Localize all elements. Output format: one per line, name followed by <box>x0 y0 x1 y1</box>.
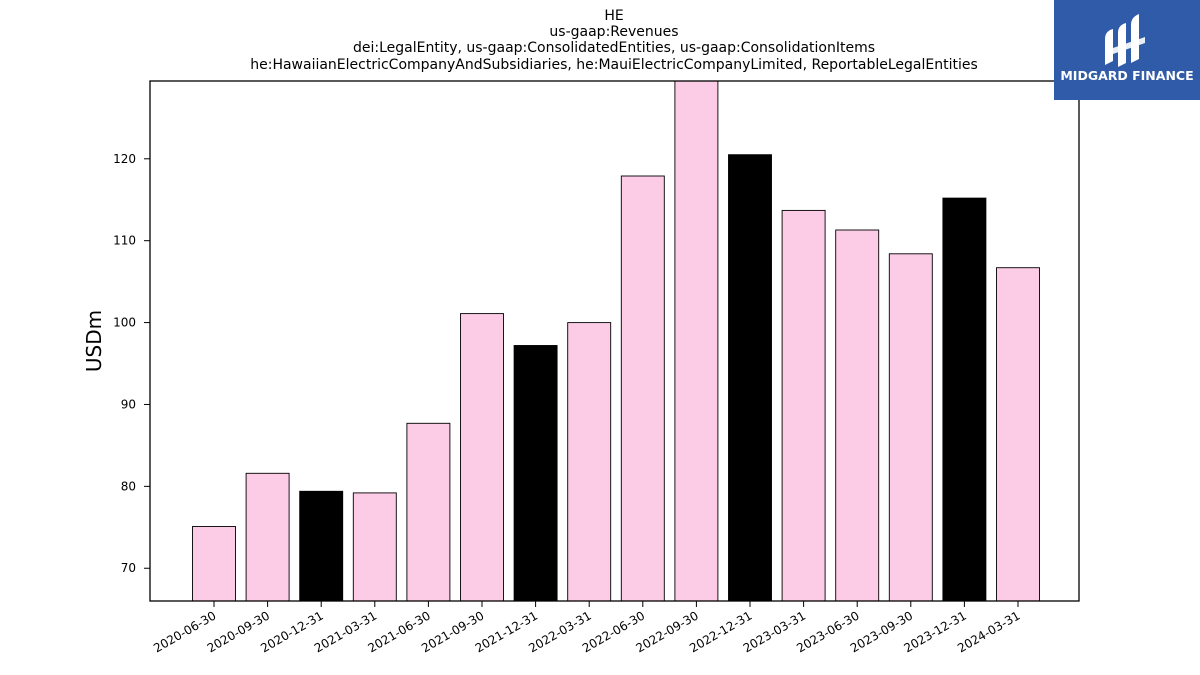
chart-title-line-3: dei:LegalEntity, us-gaap:ConsolidatedEnt… <box>353 40 875 56</box>
y-axis: 70 80 90 100 110 120 <box>113 152 150 575</box>
logo-text: MIDGARD FINANCE <box>1060 68 1194 83</box>
bar-2023-06-30 <box>835 229 880 602</box>
bar-2022-03-31 <box>567 322 612 602</box>
midgard-finance-logo: MIDGARD FINANCE <box>1054 0 1200 100</box>
bar-2024-03-31 <box>996 267 1040 602</box>
y-tick-label: 100 <box>113 316 136 330</box>
bar-2023-12-31 <box>942 197 987 602</box>
y-tick-label: 70 <box>121 561 136 575</box>
bar-2021-06-30 <box>406 422 451 602</box>
bar-2022-12-31 <box>728 154 772 602</box>
bar-2022-09-30 <box>674 80 719 602</box>
y-tick-label: 90 <box>121 397 136 411</box>
bar-2022-06-30 <box>620 175 665 602</box>
midgard-logo-icon <box>1105 14 1145 67</box>
bar-2020-06-30 <box>192 526 236 602</box>
bar-2023-03-31 <box>781 209 826 602</box>
bar-2020-09-30 <box>245 472 290 602</box>
bar-2020-12-31 <box>299 490 344 602</box>
bar-2021-09-30 <box>460 313 504 602</box>
x-axis: 2020-06-302020-09-302020-12-312021-03-31… <box>151 601 1023 655</box>
plot-area-frame <box>149 80 1080 602</box>
y-tick-label: 120 <box>113 152 136 166</box>
chart-title: HE us-gaap:Revenues dei:LegalEntity, us-… <box>250 8 978 73</box>
bar-2023-09-30 <box>888 253 933 602</box>
y-tick-label: 80 <box>121 479 136 493</box>
bar-2021-03-31 <box>352 492 397 602</box>
y-tick-label: 110 <box>113 234 136 248</box>
chart-title-line-1: HE <box>604 8 623 24</box>
chart-title-line-4: he:HawaiianElectricCompanyAndSubsidiarie… <box>250 57 978 73</box>
bar-2021-12-31 <box>513 345 558 602</box>
y-axis-label: USDm <box>82 310 106 372</box>
bar-series <box>192 80 1040 602</box>
chart-title-line-2: us-gaap:Revenues <box>549 24 678 40</box>
